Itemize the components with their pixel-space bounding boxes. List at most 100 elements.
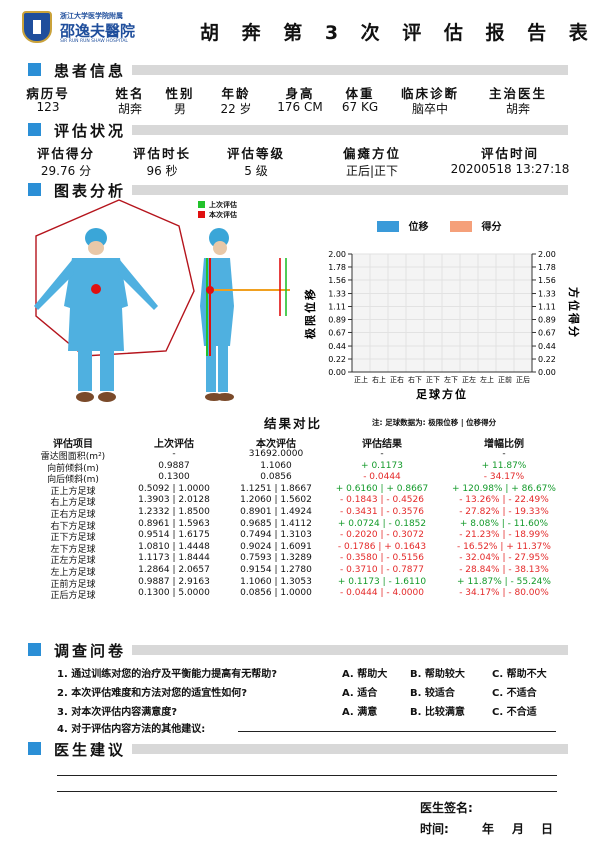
logo-line1: 浙江大学医学院附属: [60, 12, 123, 20]
y-tick-label-right: 0.89: [538, 315, 556, 324]
table-row: 正右方足球 1.2332 | 1.8500 0.8901 | 1.4924 - 0.3…: [28, 507, 573, 520]
survey-option-a[interactable]: A. 适合: [342, 688, 378, 699]
table-cell-res: - 0.3580 | - 0.5156: [340, 553, 424, 564]
table-cell-cur: 0.9685 | 1.4112: [240, 518, 312, 529]
hospital-seal-icon: [22, 11, 52, 43]
advice-line-2[interactable]: [57, 791, 557, 792]
assessment-value: 5 级: [244, 164, 268, 178]
patient-value: 176 CM: [277, 100, 323, 114]
table-cell-cur: 1.1060: [260, 460, 292, 471]
patient-value: 123: [36, 100, 60, 114]
table-cell-pct: -: [502, 449, 506, 459]
survey-option-c[interactable]: C. 不适合: [492, 688, 537, 699]
table-cell-res: + 0.0724 | - 0.1852: [337, 518, 427, 529]
assessment-value: 29.76 分: [40, 164, 92, 178]
table-cell-last: 0.9887: [158, 460, 190, 471]
table-cell-cur: 31692.0000: [248, 449, 304, 459]
section-survey: 调查问卷: [28, 642, 568, 660]
section-title: 评估状况: [54, 122, 127, 140]
section-bar: [132, 645, 568, 655]
table-cell-item: 右下方足球: [50, 521, 96, 532]
y-tick-label: 0.00: [328, 368, 346, 377]
x-axis-label: 足球方位: [416, 387, 468, 401]
section-marker-icon: [28, 123, 41, 136]
survey-option-c[interactable]: C. 帮助不大: [492, 669, 547, 680]
survey-option-b[interactable]: B. 比较满意: [410, 707, 465, 718]
q4-answer-line[interactable]: [238, 731, 556, 732]
y-tick-label: 0.22: [328, 355, 346, 364]
section-bar: [132, 744, 568, 754]
table-cell-pct: - 32.04% | - 27.95%: [459, 553, 549, 564]
survey-option-a[interactable]: A. 满意: [342, 707, 378, 718]
y-axis-label-right: 方位得分: [567, 287, 580, 339]
survey-option-c[interactable]: C. 不合适: [492, 707, 537, 718]
x-tick-label: 右下: [408, 375, 422, 384]
y-tick-label-right: 1.78: [538, 263, 556, 272]
survey-option-b[interactable]: B. 帮助较大: [410, 669, 465, 680]
legend-score-swatch-icon: [449, 221, 472, 232]
section-marker-icon: [28, 742, 41, 755]
signature-label: 医生签名:: [420, 801, 473, 815]
survey-q4: 4. 对于评估内容方法的其他建议:: [57, 724, 206, 735]
table-cell-last: 0.1300 | 5.0000: [138, 588, 210, 599]
survey-option-b[interactable]: B. 较适合: [410, 688, 455, 699]
section-patient-info: 患者信息: [28, 62, 568, 80]
table-cell-pct: - 34.17%: [483, 472, 525, 483]
table-cell-last: 1.1173 | 1.8444: [138, 553, 210, 564]
table-cell-pct: - 34.17% | - 80.00%: [459, 588, 549, 599]
section-doctor: 医生建议: [28, 741, 568, 759]
section-marker-icon: [28, 643, 41, 656]
month-label: 月: [512, 822, 525, 836]
survey-option-a[interactable]: A. 帮助大: [342, 669, 388, 680]
table-row: 正前方足球 0.9887 | 2.9163 1.1060 | 1.3053 + 0.1…: [28, 576, 573, 590]
advice-line-1[interactable]: [57, 775, 557, 776]
table-cell-item: 雷达图面积(m²): [40, 452, 106, 462]
survey-question: 3. 对本次评估内容满意度?: [57, 707, 178, 718]
patient-value: 脑卒中: [411, 102, 448, 116]
hospital-logo: 浙江大学医学院附属 邵逸夫醫院 SIR RUN RUN SHAW HOSPITA…: [22, 8, 162, 48]
patient-header: 主治医生: [488, 86, 547, 101]
y-tick-label-right: 0.44: [538, 342, 556, 351]
table-cell-cur: 1.1060 | 1.3053: [240, 576, 312, 587]
table-cell-last: 1.2332 | 1.8500: [138, 507, 210, 517]
y-tick-label: 0.67: [328, 328, 346, 337]
table-cell-last: -: [172, 449, 176, 459]
y-tick-label-right: 1.56: [538, 276, 556, 285]
table-cell-cur: 1.1251 | 1.8667: [240, 483, 312, 494]
patient-header: 身高: [285, 86, 315, 101]
table-cell-item: 正前方足球: [50, 579, 96, 590]
legend-current: 本次评估: [209, 211, 237, 219]
x-tick-label: 正前: [498, 375, 512, 384]
assessment-value: 96 秒: [146, 164, 178, 178]
assessment-header: 评估时间: [480, 146, 539, 161]
current-eval-swatch-icon: [198, 211, 205, 218]
table-cell-pct: + 120.98% | + 86.67%: [452, 483, 556, 494]
assessment-value: 正后|正下: [345, 164, 399, 178]
assessment-header: 偏瘫方位: [342, 146, 401, 161]
table-cell-item: 向前倾斜(m): [47, 463, 99, 474]
table-row: 右上方足球 1.3903 | 2.0128 1.2060 | 1.5602 - 0.1…: [28, 495, 573, 508]
table-cell-cur: 0.0856 | 1.0000: [240, 588, 312, 599]
table-row: 雷达图面积(m²) - 31692.0000 - -: [28, 449, 573, 462]
legend-disp: 位移: [408, 222, 429, 233]
patient-header: 临床诊断: [400, 86, 459, 101]
table-cell-res: + 0.1173: [361, 460, 403, 471]
legend-score: 得分: [481, 222, 502, 233]
section-title: 图表分析: [54, 182, 127, 200]
patient-header: 姓名: [115, 86, 145, 101]
table-row: 向前倾斜(m) 0.9887 1.1060 + 0.1173 + 11.87%: [28, 460, 573, 474]
table-cell-item: 正下方足球: [50, 533, 96, 544]
report-title: 胡 奔 第 3 次 评 估 报 告 表: [200, 22, 595, 44]
table-cell-res: - 0.0444: [363, 472, 401, 483]
patient-header: 体重: [345, 86, 375, 101]
patient-value: 胡奔: [117, 102, 142, 116]
table-header-cell: 评估结果: [362, 439, 402, 450]
table-cell-item: 向后倾斜(m): [47, 475, 99, 486]
table-cell-res: -: [380, 449, 384, 459]
figure-legend: 上次评估 本次评估: [198, 200, 237, 220]
patient-value: 67 KG: [341, 100, 379, 114]
y-tick-label: 1.11: [328, 303, 346, 312]
table-cell-pct: - 21.23% | - 18.99%: [459, 530, 549, 541]
x-tick-label: 正上: [354, 375, 368, 384]
table-cell-res: - 0.3431 | - 0.3576: [340, 507, 424, 517]
